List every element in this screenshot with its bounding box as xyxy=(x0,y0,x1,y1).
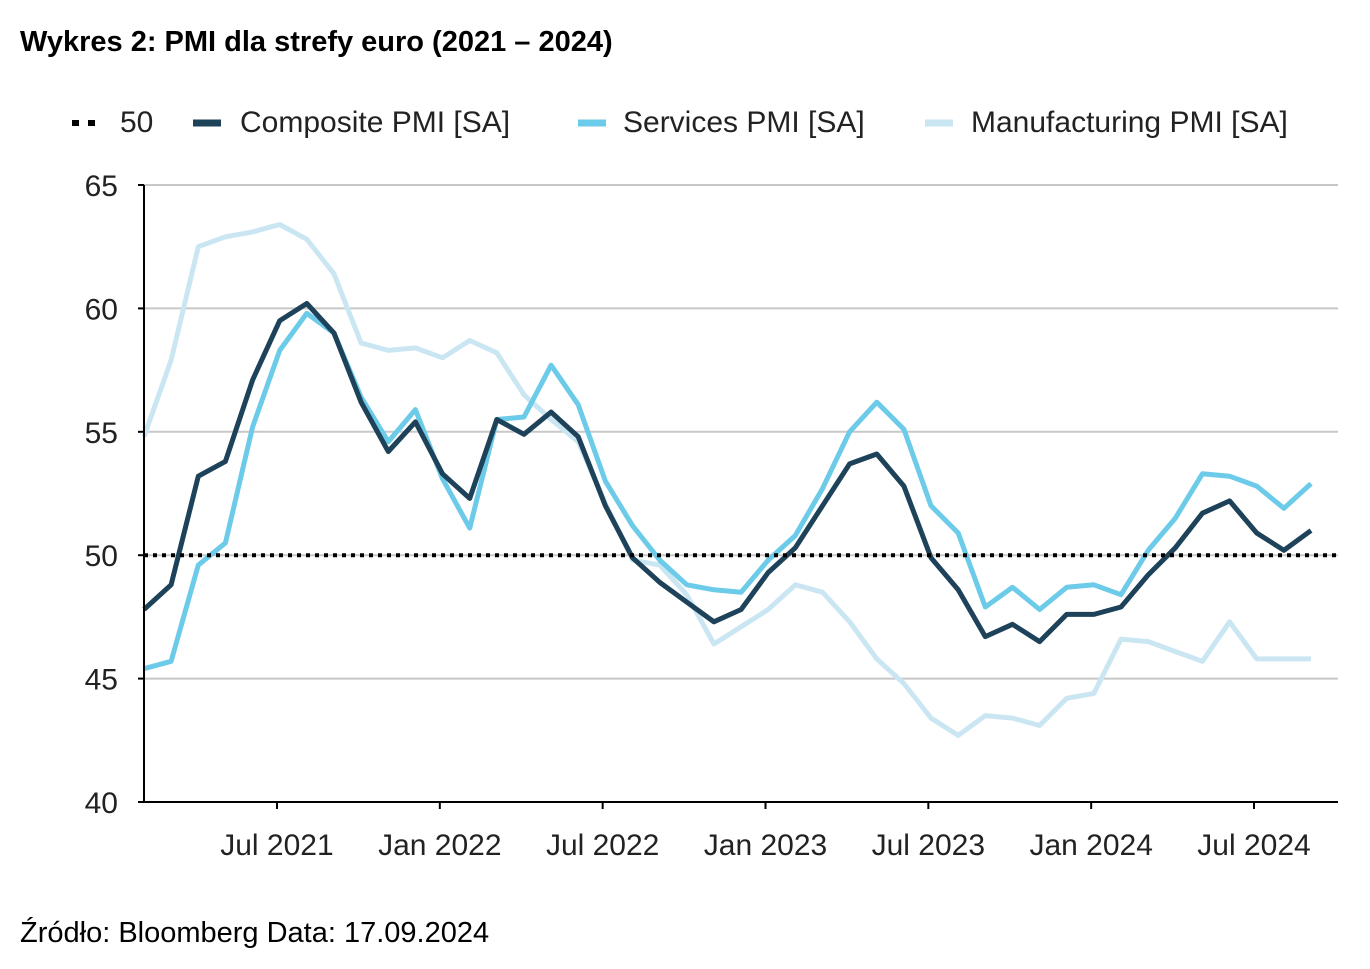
legend-label-50: 50 xyxy=(120,106,153,139)
legend-item-manufacturing: Manufacturing PMI [SA] xyxy=(925,106,1288,139)
series-line-manufacturing xyxy=(141,222,1311,738)
legend: 50 Composite PMI [SA] Services PMI [SA] … xyxy=(72,106,1288,139)
x-tick-label: Jan 2023 xyxy=(704,829,827,862)
x-tick-label: Jul 2022 xyxy=(546,829,659,862)
x-tick-label: Jul 2024 xyxy=(1197,829,1310,862)
y-tick-label: 50 xyxy=(85,540,118,573)
legend-label-composite: Composite PMI [SA] xyxy=(240,106,510,139)
y-tick-label: 45 xyxy=(85,664,118,697)
x-tick-label: Jul 2021 xyxy=(220,829,333,862)
series-lines xyxy=(141,222,1313,738)
y-tick-label: 65 xyxy=(85,170,118,203)
legend-label-services: Services PMI [SA] xyxy=(623,106,865,139)
source-note: Źródło: Bloomberg Data: 17.09.2024 xyxy=(20,916,489,949)
legend-item-50: 50 xyxy=(72,106,153,139)
gridlines xyxy=(144,184,1338,803)
chart-title: Wykres 2: PMI dla strefy euro (2021 – 20… xyxy=(20,26,613,58)
series-line-composite xyxy=(142,301,1313,645)
legend-label-manufacturing: Manufacturing PMI [SA] xyxy=(971,106,1288,139)
y-tick-label: 40 xyxy=(85,787,118,820)
y-tick-label: 55 xyxy=(85,417,118,450)
legend-item-services: Services PMI [SA] xyxy=(578,106,865,139)
y-axis: 40 45 50 55 60 65 xyxy=(85,170,144,820)
y-tick-label: 60 xyxy=(85,293,118,326)
x-tick-label: Jan 2024 xyxy=(1029,829,1152,862)
x-axis: Jul 2021 Jan 2022 Jul 2022 Jan 2023 Jul 2023… xyxy=(220,802,1311,862)
x-tick-label: Jul 2023 xyxy=(872,829,985,862)
x-tick-label: Jan 2022 xyxy=(378,829,501,862)
legend-item-composite: Composite PMI [SA] xyxy=(193,106,510,139)
